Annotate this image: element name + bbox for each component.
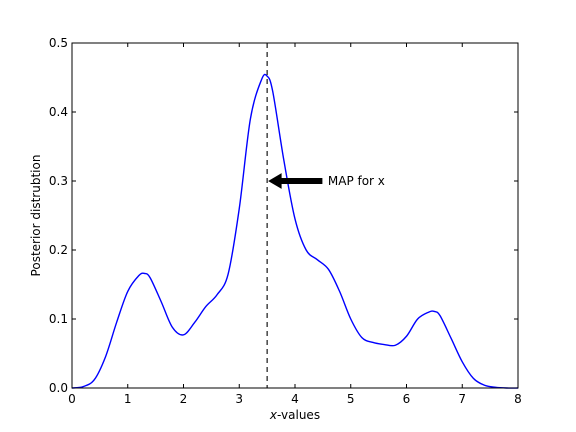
x-tick-label: 0 [68, 392, 76, 406]
plot-area [71, 43, 519, 389]
x-tick-label: 8 [514, 392, 522, 406]
x-axis-label: x-values [269, 408, 320, 422]
annotation-arrow [268, 173, 323, 189]
y-tick-label: 0.4 [49, 105, 68, 119]
x-tick-label: 2 [180, 392, 188, 406]
annotation: MAP for x [268, 173, 385, 189]
ticks: 0 1 2 3 4 5 6 7 8 0.0 0.1 0.2 0.3 0.4 0.5 [49, 36, 522, 406]
x-tick-label: 5 [347, 392, 355, 406]
y-tick-label: 0.2 [49, 243, 68, 257]
y-tick-label: 0.3 [49, 174, 68, 188]
x-axis-label-suffix: -values [277, 408, 320, 422]
y-tick-label: 0.1 [49, 312, 68, 326]
y-tick-label: 0.5 [49, 36, 68, 50]
annotation-text: MAP for x [328, 174, 385, 188]
x-tick-label: 6 [403, 392, 411, 406]
x-tick-label: 3 [235, 392, 243, 406]
x-tick-label: 7 [458, 392, 466, 406]
x-axis-label-var: x [269, 408, 278, 422]
series-line-0 [71, 73, 519, 389]
y-tick-label: 0.0 [49, 381, 68, 395]
y-axis-label: Posterior distrubtion [29, 155, 43, 277]
x-tick-label: 1 [124, 392, 132, 406]
x-tick-label: 4 [291, 392, 299, 406]
